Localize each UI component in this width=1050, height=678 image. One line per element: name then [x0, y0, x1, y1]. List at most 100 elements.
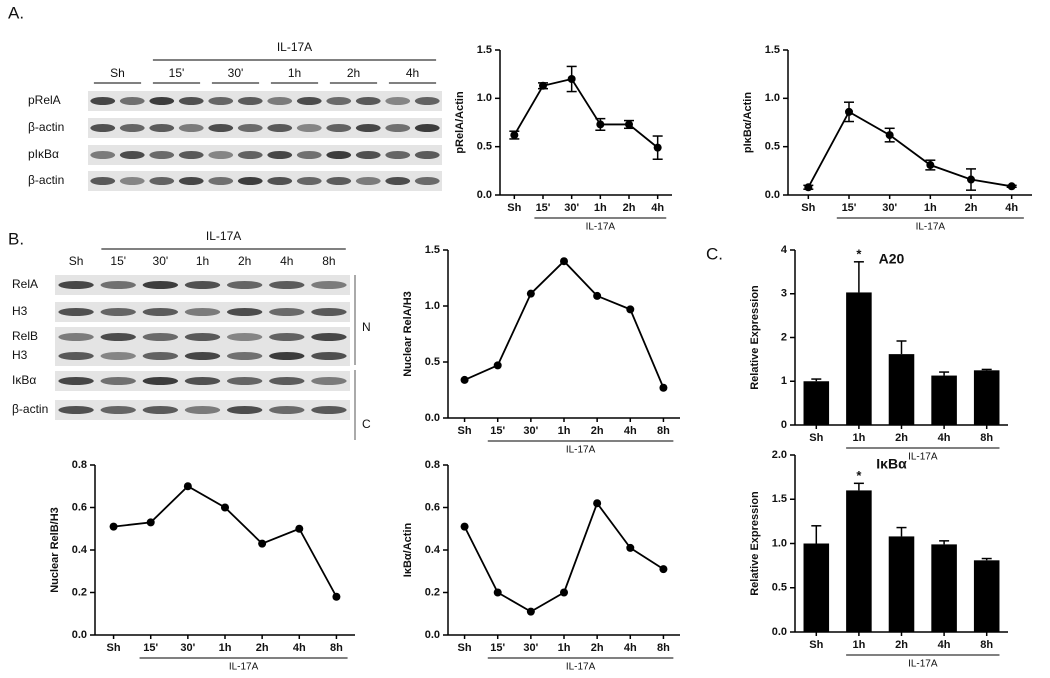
bar — [888, 536, 915, 632]
blot-band — [208, 177, 234, 185]
x-tick-label: Sh — [801, 202, 815, 214]
group-label: IL-17A — [916, 222, 946, 233]
blot-band — [184, 352, 221, 360]
blot-band — [119, 151, 145, 159]
data-point — [593, 499, 602, 508]
blot-band — [58, 406, 94, 414]
x-tick-label: 4h — [1005, 202, 1018, 214]
blot-band — [226, 377, 263, 385]
data-point — [1007, 182, 1016, 191]
x-tick-label: Sh — [809, 432, 823, 444]
blot-band — [58, 281, 94, 289]
lane-label: 2h — [238, 254, 251, 268]
x-tick-label: 4h — [293, 642, 306, 654]
annotation: * — [856, 246, 862, 261]
y-tick-label: 0.0 — [425, 412, 440, 424]
blot-band — [208, 97, 234, 105]
blot-band — [100, 377, 136, 385]
y-tick-label: 0.4 — [72, 544, 88, 556]
x-tick-label: Sh — [809, 639, 823, 651]
x-tick-label: Sh — [458, 642, 472, 654]
blot-band — [296, 124, 322, 132]
y-tick-label: 3 — [781, 288, 787, 300]
blot-band — [269, 406, 305, 414]
x-tick-label: Sh — [107, 642, 121, 654]
row-label: β-actin — [12, 402, 48, 416]
row-label: IκBα — [12, 373, 36, 387]
x-tick-label: 2h — [591, 642, 604, 654]
lane-label: 2h — [347, 66, 360, 80]
blot-strip — [88, 145, 442, 165]
data-line — [464, 259, 665, 389]
fraction-label: C — [362, 417, 371, 431]
x-tick-label: 1h — [852, 639, 865, 651]
data-point — [460, 522, 469, 531]
blot-band — [311, 352, 347, 360]
blot-band — [226, 333, 263, 341]
x-tick-label: Sh — [458, 425, 472, 437]
y-tick-label: 0.0 — [772, 626, 787, 638]
x-tick-label: 15' — [842, 202, 857, 214]
data-point — [539, 81, 547, 90]
x-tick-label: 15' — [143, 642, 158, 654]
data-point — [967, 175, 975, 184]
blot-band — [58, 333, 94, 341]
blot-band — [184, 281, 221, 289]
x-tick-label: 30' — [564, 202, 579, 214]
blot-strip — [88, 118, 442, 138]
blot-band — [237, 177, 263, 185]
blot-band — [226, 308, 263, 316]
group-label: IL-17A — [908, 659, 938, 670]
data-point — [221, 503, 229, 512]
blot-band — [149, 177, 175, 185]
data-line — [807, 110, 1012, 188]
blot-band — [269, 308, 305, 316]
x-tick-label: 1h — [558, 642, 571, 654]
blot-band — [149, 124, 175, 132]
x-tick-label: 15' — [490, 425, 505, 437]
data-point — [659, 565, 668, 574]
blot-band — [90, 124, 116, 132]
y-tick-label: 0.5 — [772, 582, 787, 594]
blot-band — [142, 281, 179, 289]
blot-strip — [88, 91, 442, 111]
row-label: H3 — [12, 304, 28, 318]
group-label: IL-17A — [229, 662, 259, 673]
x-tick-label: 1h — [219, 642, 232, 654]
bar — [931, 544, 957, 632]
y-tick-label: 0.0 — [425, 629, 440, 641]
blot-band — [226, 352, 263, 360]
group-label: IL-17A — [908, 452, 938, 463]
y-tick-label: 0 — [781, 419, 787, 431]
x-tick-label: 15' — [490, 642, 505, 654]
x-tick-label: 4h — [624, 642, 637, 654]
chart-title: A20 — [879, 251, 905, 267]
y-axis-label: IκBα/Actin — [402, 522, 414, 577]
data-point — [493, 588, 502, 597]
blot-band — [142, 352, 179, 360]
data-point — [560, 588, 568, 597]
row-label: RelA — [12, 277, 38, 291]
blot-band — [311, 333, 347, 341]
x-tick-label: 8h — [980, 432, 993, 444]
row-label: β-actin — [28, 120, 64, 134]
y-tick-label: 2.0 — [772, 449, 787, 461]
lane-label: Sh — [110, 66, 125, 80]
data-point — [653, 143, 662, 152]
data-point — [510, 131, 519, 140]
y-tick-label: 0.2 — [425, 586, 440, 598]
blot-band — [142, 406, 179, 414]
blot-band — [100, 308, 136, 316]
y-tick-label: 0.4 — [425, 544, 441, 556]
blot-band — [149, 97, 175, 105]
data-point — [183, 482, 192, 491]
blot-band — [267, 97, 293, 105]
blot-band — [178, 97, 204, 105]
blot-band — [296, 97, 322, 105]
y-axis-label: Nuclear RelA/H3 — [402, 291, 414, 377]
blot-band — [355, 177, 381, 185]
fraction-label: N — [362, 320, 371, 334]
data-point — [926, 161, 935, 170]
blot-band — [269, 352, 305, 360]
